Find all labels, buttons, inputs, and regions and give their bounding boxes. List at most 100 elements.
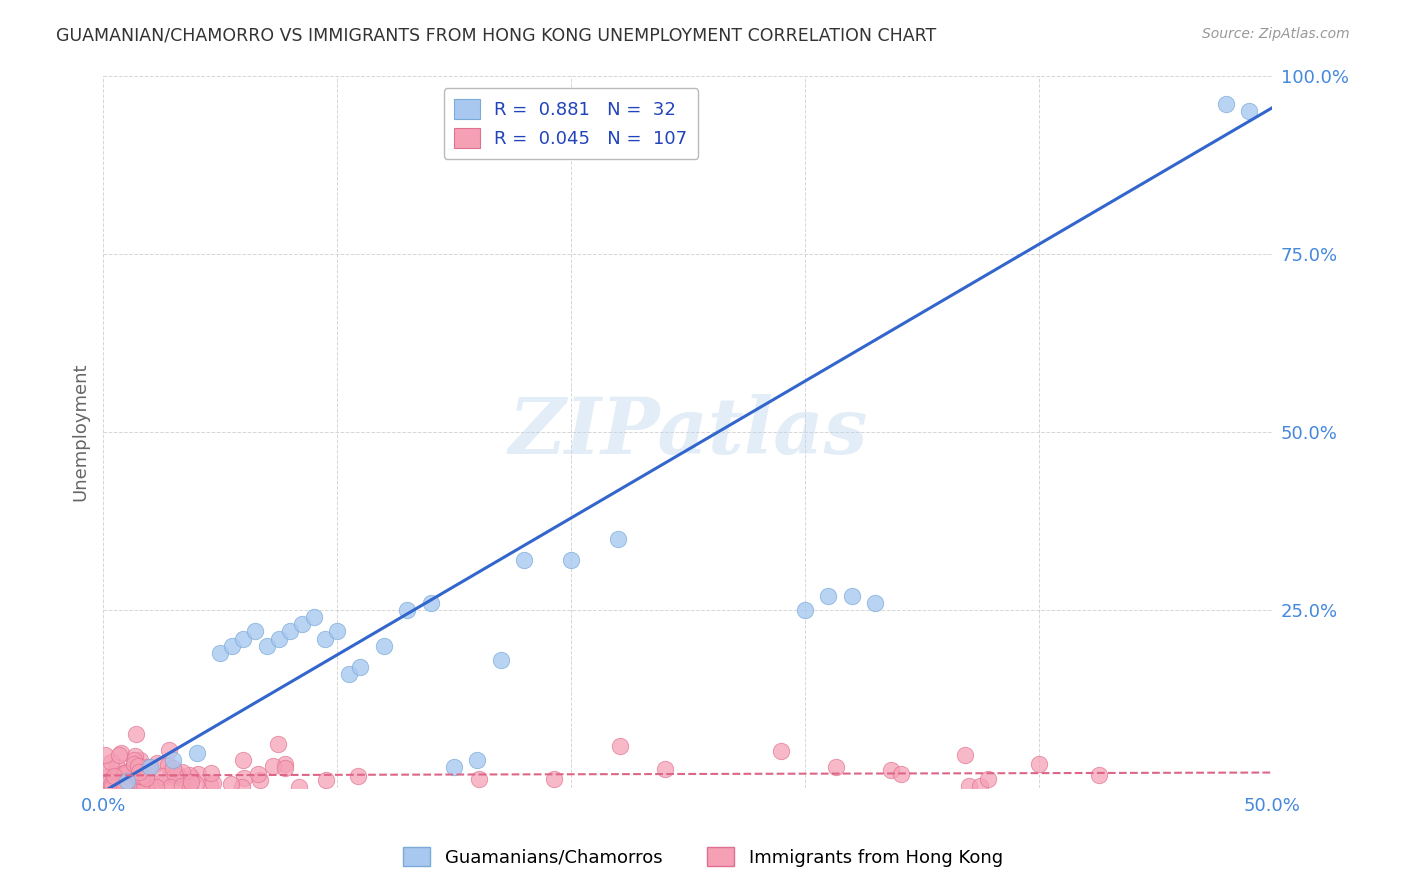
Point (124, 727, 146, 741)
Point (132, 771, 155, 785)
Point (863, 596, 886, 610)
Point (156, 758, 179, 772)
Point (315, 773, 337, 788)
Point (157, 743, 180, 757)
Point (209, 646, 232, 660)
Point (180, 774, 202, 789)
Point (443, 760, 465, 774)
Point (186, 746, 208, 760)
Point (256, 639, 278, 653)
Point (129, 765, 152, 780)
Point (105, 759, 128, 773)
Point (155, 775, 177, 789)
Point (267, 737, 290, 751)
Point (111, 780, 134, 794)
Point (221, 639, 243, 653)
Point (96, 780, 118, 794)
Point (115, 780, 138, 794)
Point (609, 739, 631, 753)
Point (186, 777, 208, 791)
Text: ZIPatlas: ZIPatlas (508, 393, 868, 470)
Point (100, 778, 122, 792)
Point (231, 780, 253, 794)
Point (346, 769, 368, 783)
Point (114, 768, 136, 782)
Point (117, 780, 139, 794)
Point (132, 780, 155, 794)
Point (135, 770, 157, 784)
Point (232, 771, 254, 785)
Point (880, 763, 903, 777)
Point (138, 773, 160, 788)
Legend: R =  0.881   N =  32, R =  0.045   N =  107: R = 0.881 N = 32, R = 0.045 N = 107 (444, 88, 699, 159)
Point (105, 780, 128, 794)
Point (165, 768, 187, 782)
Point (274, 761, 297, 775)
Point (977, 772, 1000, 786)
Point (166, 767, 188, 781)
Point (159, 780, 181, 794)
Point (111, 765, 134, 780)
Point (139, 760, 162, 774)
Point (159, 769, 181, 783)
Point (969, 779, 991, 793)
Point (1028, 757, 1050, 772)
Point (115, 774, 138, 789)
Point (337, 667, 360, 681)
Point (793, 603, 815, 617)
Point (103, 769, 125, 783)
Point (465, 753, 488, 767)
Point (1215, 97, 1237, 112)
Point (955, 747, 977, 762)
Point (135, 760, 157, 774)
Point (110, 746, 132, 760)
Point (817, 589, 839, 603)
Point (274, 756, 297, 771)
Point (513, 553, 536, 567)
Point (162, 761, 184, 775)
Point (232, 632, 254, 646)
Point (94, 774, 117, 789)
Point (172, 764, 194, 779)
Point (606, 532, 628, 546)
Point (131, 764, 153, 778)
Point (267, 632, 290, 646)
Point (302, 610, 325, 624)
Point (107, 747, 129, 762)
Point (172, 780, 194, 794)
Point (96, 763, 118, 777)
Point (124, 749, 146, 764)
Point (107, 777, 129, 791)
Point (100, 780, 122, 794)
Point (124, 753, 146, 767)
Point (138, 775, 160, 789)
Point (120, 772, 142, 786)
Point (145, 780, 167, 794)
Point (202, 776, 225, 790)
Point (198, 778, 221, 792)
Point (162, 753, 184, 767)
Point (232, 754, 254, 768)
Point (97, 773, 120, 788)
Point (957, 779, 980, 793)
Point (890, 767, 912, 781)
Point (200, 765, 222, 780)
Point (127, 780, 149, 794)
Point (247, 767, 270, 781)
Point (128, 768, 150, 782)
Point (135, 780, 157, 794)
Point (1087, 768, 1109, 782)
Point (127, 760, 149, 774)
Point (120, 763, 142, 777)
Point (120, 777, 142, 791)
Point (97, 769, 120, 783)
Point (560, 553, 582, 567)
Point (142, 776, 165, 790)
Point (770, 744, 793, 758)
Point (104, 780, 127, 794)
Point (489, 653, 512, 667)
Point (177, 768, 200, 782)
Point (278, 624, 301, 639)
Point (249, 773, 271, 788)
Point (173, 772, 195, 787)
